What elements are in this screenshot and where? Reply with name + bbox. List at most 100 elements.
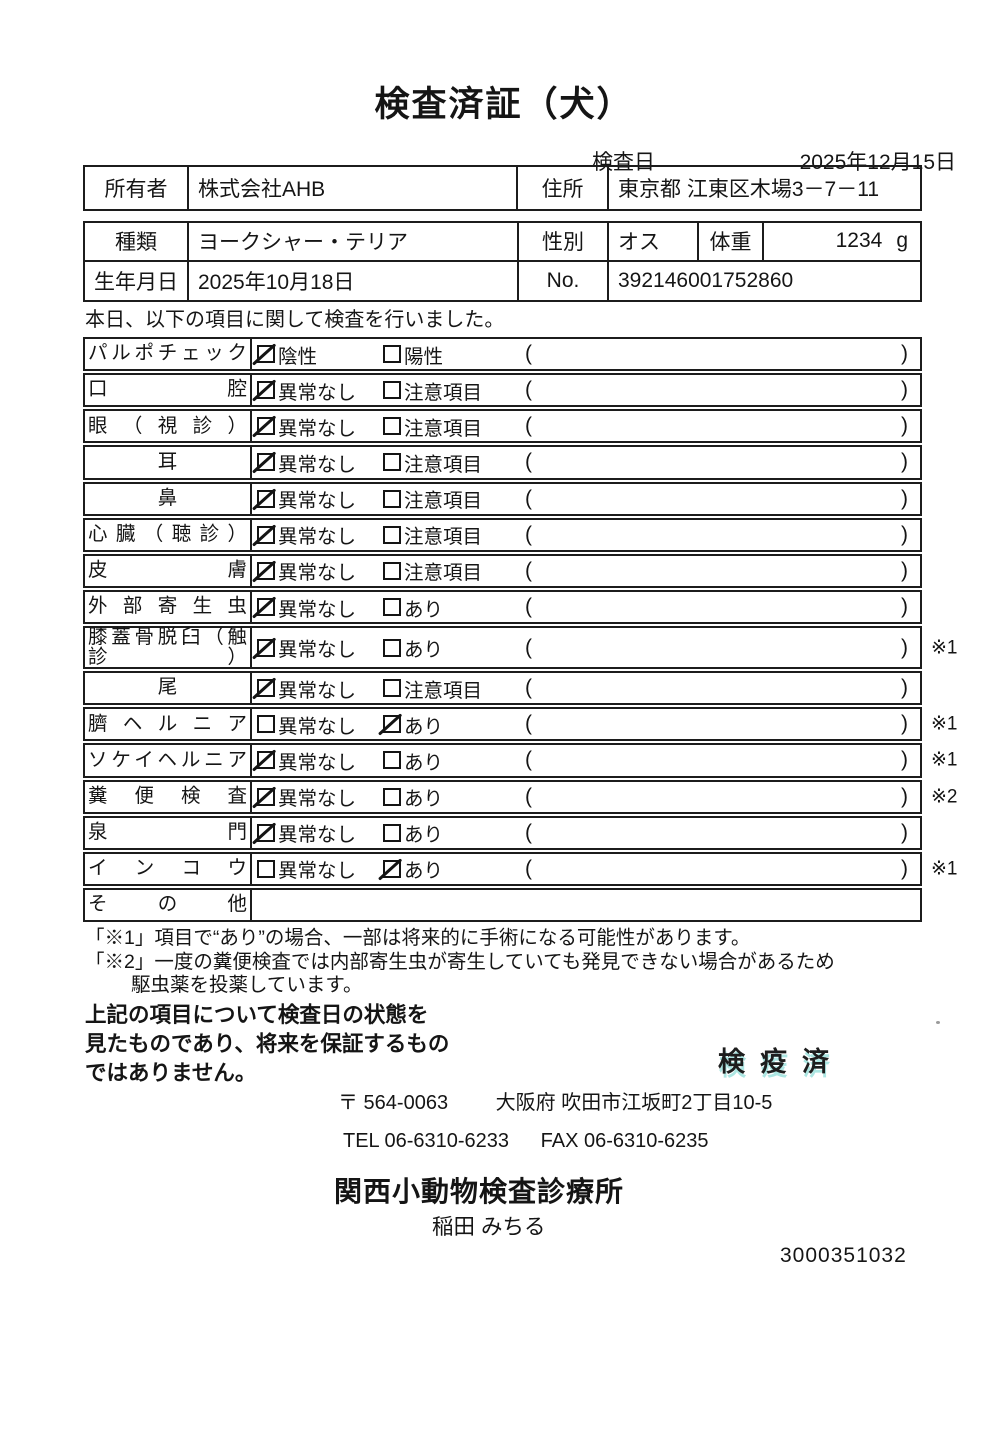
row-label: 外部寄生虫 [85,591,252,623]
row-option-2: あり [377,854,523,883]
owner-value: 株式会社AHB [189,167,518,209]
paren-close: ) [901,712,908,736]
row-option-1: 異常なし [251,520,383,549]
row-remarks-field: () [523,636,920,660]
paren-close: ) [901,414,908,438]
checkbox-option-1 [257,715,275,734]
row-option-1-text: 陰性 [278,345,318,368]
clinic-fax: FAX 06-6310-6235 [540,1130,709,1152]
row-option-1: 異常なし [251,448,383,477]
row-option-2: 注意項目 [383,674,523,703]
row-option-2-text: 注意項目 [404,417,483,440]
checkbox-option-1-checked [251,379,277,402]
row-option-2: あり [383,782,523,811]
checkbox-option-2 [383,525,401,544]
row-remarks-field: () [523,378,920,402]
row-content [252,890,920,920]
checkbox-option-1 [257,859,275,878]
row-note-mark: ※1 [931,749,958,771]
checkbox-option-2 [383,381,401,400]
row-option-2-text: 注意項目 [404,562,483,585]
row-label: 口腔 [85,375,252,406]
paren-close: ) [901,378,908,402]
paren-open: ( [525,784,532,808]
row-option-2-text: あり [404,598,444,621]
clinic-tel: TEL 06-6310-6233 [343,1130,510,1152]
row-label-text: その他 [88,893,247,916]
sex-value: オス [609,223,699,260]
row-note-mark: ※1 [931,637,958,659]
row-content: 異常なし 注意項目 () [251,411,920,441]
check-slash-mark [251,785,277,808]
paren-open: ( [525,595,532,619]
row-remarks-field: () [523,676,920,700]
row-label-text: 心臓（聴診） [88,523,247,546]
checkbox-option-2 [383,598,401,617]
checkbox-option-1-checked [251,785,277,808]
row-option-1: 異常なし [252,854,383,883]
checkbox-option-1-checked [251,822,277,845]
serial-number: 3000351032 [780,1244,907,1267]
row-content: 異常なし 注意項目 () [251,484,920,514]
footnote-2-continued: 駆虫薬を投薬しています。 [131,974,363,996]
clinic-telfax-line: TEL 06-6310-6233 FAX 06-6310-6235 [343,1130,709,1153]
row-remarks-field: () [523,450,920,474]
paren-open: ( [525,486,532,510]
check-slash-mark [251,560,277,583]
row-option-2: 陽性 [383,340,523,369]
row-content: 異常なし あり () [252,854,920,884]
checkbox-option-2 [383,489,401,508]
row-option-2: 注意項目 [383,520,523,549]
row-option-1: 異常なし [251,782,383,811]
row-label: インコウ [85,853,252,884]
row-option-1-text: 異常なし [278,751,357,774]
paren-close: ) [901,784,908,808]
row-remarks-field: () [523,559,920,583]
paren-open: ( [525,414,532,438]
row-option-1-text: 異常なし [278,788,357,811]
row-option-2: あり [383,818,523,847]
checkbox-option-2 [383,823,401,842]
paren-close: ) [901,820,908,844]
row-option-2: 注意項目 [383,448,523,477]
checklist-row: 泉門 異常なし あり () [83,815,922,850]
row-option-1: 異常なし [251,556,383,585]
checklist-row: 外部寄生虫 異常なし あり () [83,589,922,625]
check-slash-mark [251,749,277,772]
clinic-postal-line: 〒 564-0063 大阪府 吹田市江坂町2丁目10-5 [338,1086,772,1115]
checkbox-option-1-checked [251,415,277,438]
check-slash-mark [251,343,277,366]
checkbox-option-1-checked [251,596,277,619]
address-value: 東京都 江東区木場3－7－11 [618,178,879,201]
paren-close: ) [901,486,908,510]
checklist-row: 皮膚 異常なし 注意項目 () [83,553,922,588]
checkbox-option-2 [383,345,401,364]
row-note-mark: ※1 [931,713,958,735]
pet-row-2: 生年月日 2025年10月18日 No. 392146001752860 [85,261,920,300]
sex-label: 性別 [519,223,609,260]
row-option-2-text: 注意項目 [404,381,483,404]
row-option-2-text: 注意項目 [404,490,483,513]
row-option-1-text: 異常なし [278,715,357,738]
row-label-text: パルポチェック [88,342,247,365]
row-remarks-field: () [523,342,920,366]
row-option-2-text: あり [404,788,444,811]
row-remarks-field: () [523,785,920,809]
checkbox-option-1-checked [251,343,277,366]
check-slash-mark [251,677,277,700]
paren-close: ) [901,450,908,474]
row-option-1: 異常なし [251,746,383,775]
checkbox-option-2-checked [377,858,403,881]
row-remarks-field: () [523,523,920,547]
check-slash-mark [251,487,277,510]
paren-open: ( [525,522,532,546]
row-option-2: 注意項目 [383,556,523,585]
checklist-row: 耳 異常なし 注意項目 () [83,445,922,480]
checklist-row: その他 [83,887,922,923]
row-remarks-field: () [523,857,920,881]
intro-text: 本日、以下の項目に関して検査を行いました。 [85,309,505,331]
row-option-1: 異常なし [251,593,383,622]
checkbox-option-1-checked [251,451,277,474]
row-content: 異常なし 注意項目 () [251,447,920,477]
weight-unit: g [896,229,908,253]
